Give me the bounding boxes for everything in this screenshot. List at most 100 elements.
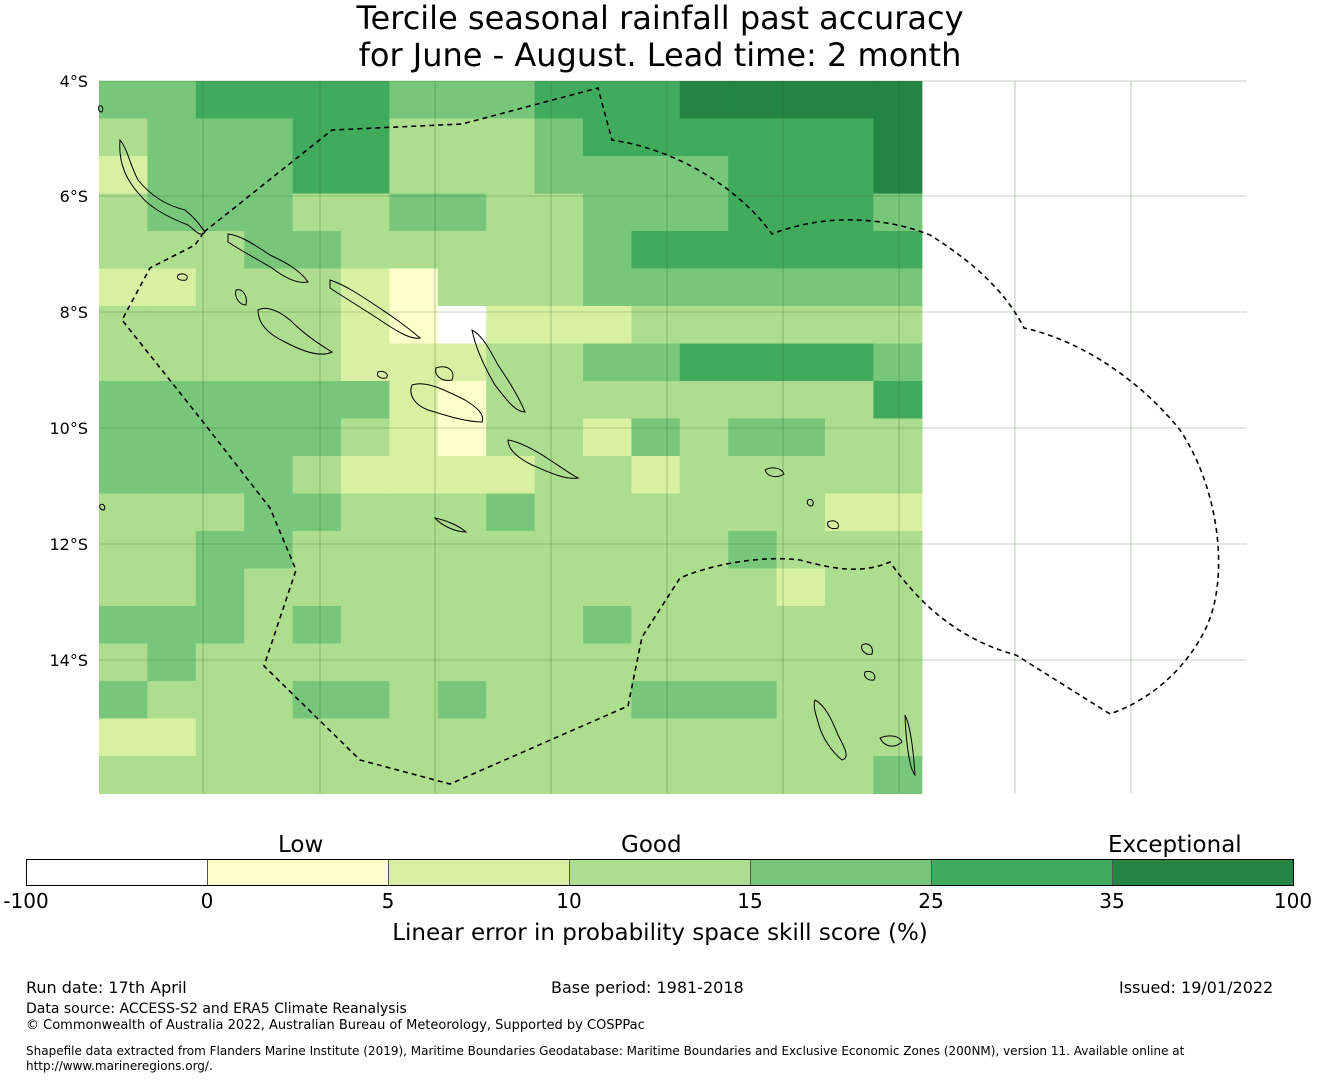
skill-cell — [99, 681, 148, 720]
skill-cell — [437, 193, 487, 232]
skill-cell — [195, 343, 245, 382]
skill-cell — [341, 306, 390, 345]
skill-cell — [631, 681, 681, 720]
skill-cell — [437, 268, 487, 307]
skill-cell — [195, 81, 245, 120]
eez-boundaries — [121, 87, 1220, 785]
skill-cell — [437, 606, 487, 645]
skill-cell — [486, 456, 536, 495]
skill-cell — [825, 606, 874, 645]
skill-cell — [631, 568, 681, 607]
skill-cell — [486, 606, 536, 645]
skill-cell — [195, 418, 245, 457]
skill-cell — [776, 493, 826, 532]
skill-cell — [825, 231, 874, 270]
skill-cell — [341, 231, 390, 270]
skill-cell — [437, 118, 487, 157]
skill-cell — [873, 643, 923, 682]
skill-cell — [728, 231, 778, 270]
skill-cell — [437, 381, 487, 420]
skill-cell — [195, 456, 245, 495]
skill-cell — [486, 643, 536, 682]
skill-cell — [631, 418, 681, 457]
skill-cell — [341, 343, 390, 382]
skill-cell — [873, 118, 923, 157]
skill-cell — [583, 718, 632, 757]
skill-cell — [292, 643, 342, 682]
skill-cell — [631, 343, 681, 382]
skill-cell — [825, 118, 874, 157]
skill-cell — [583, 568, 632, 607]
skill-cell — [631, 381, 681, 420]
skill-cell — [583, 268, 632, 307]
skill-cell — [147, 81, 197, 120]
skill-cell — [195, 381, 245, 420]
skill-cell — [679, 418, 729, 457]
colorbar-tick: 5 — [381, 889, 395, 913]
skill-cell — [679, 643, 729, 682]
skill-cell — [341, 456, 390, 495]
skill-cell — [99, 606, 148, 645]
skill-cell — [534, 118, 584, 157]
skill-cell — [873, 268, 923, 307]
skill-cell — [195, 606, 245, 645]
skill-cell — [437, 643, 487, 682]
skill-cell — [583, 643, 632, 682]
data-source: Data source: ACCESS-S2 and ERA5 Climate … — [26, 1001, 407, 1017]
skill-cell — [728, 418, 778, 457]
skill-cell — [486, 531, 536, 570]
skill-cell — [679, 343, 729, 382]
skill-cell — [583, 456, 632, 495]
skill-cell — [873, 606, 923, 645]
skill-cell — [679, 681, 729, 720]
skill-cell — [195, 231, 245, 270]
skill-cell — [534, 606, 584, 645]
skill-cell — [873, 681, 923, 720]
skill-cell — [195, 193, 245, 232]
skill-cell — [776, 756, 826, 795]
colorbar-tick: 25 — [918, 889, 944, 913]
chart-title: Tercile seasonal rainfall past accuracy … — [0, 0, 1320, 74]
skill-cell — [728, 306, 778, 345]
island-rennell — [433, 517, 468, 533]
skill-cell — [99, 718, 148, 757]
skill-cell — [825, 456, 874, 495]
skill-cell — [486, 493, 536, 532]
skill-cell — [244, 343, 294, 382]
colorbar-segment — [208, 860, 389, 885]
skill-cell — [728, 531, 778, 570]
skill-cell — [825, 681, 874, 720]
skill-cell — [679, 381, 729, 420]
skill-cell — [534, 381, 584, 420]
skill-cell — [583, 756, 632, 795]
island-makira — [507, 439, 580, 479]
colorbar-segment — [389, 860, 570, 885]
skill-cell — [437, 531, 487, 570]
skill-cell — [825, 306, 874, 345]
skill-cell — [825, 418, 874, 457]
colorbar-tick: 35 — [1099, 889, 1125, 913]
island-small-6 — [377, 371, 388, 379]
skill-cell — [679, 81, 729, 120]
skill-cell — [728, 568, 778, 607]
skill-cell — [679, 568, 729, 607]
skill-cell — [534, 456, 584, 495]
skill-cell — [583, 681, 632, 720]
title-line-2: for June - August. Lead time: 2 month — [358, 36, 962, 74]
skill-cell — [825, 756, 874, 795]
skill-cell — [825, 381, 874, 420]
skill-cell — [534, 193, 584, 232]
skill-cell — [195, 681, 245, 720]
skill-map[interactable]: 4°S6°S8°S10°S12°S14°S 156°E158°E160°E162… — [0, 0, 1320, 800]
skill-cell — [147, 231, 197, 270]
skill-cell — [292, 81, 342, 120]
skill-cell — [873, 456, 923, 495]
skill-cell — [389, 531, 439, 570]
skill-cell — [679, 231, 729, 270]
skill-cell — [99, 268, 148, 307]
skill-cell — [389, 643, 439, 682]
skill-cell — [728, 118, 778, 157]
skill-cell — [631, 156, 681, 195]
island-new-georgia — [257, 307, 334, 355]
skill-cell — [147, 456, 197, 495]
